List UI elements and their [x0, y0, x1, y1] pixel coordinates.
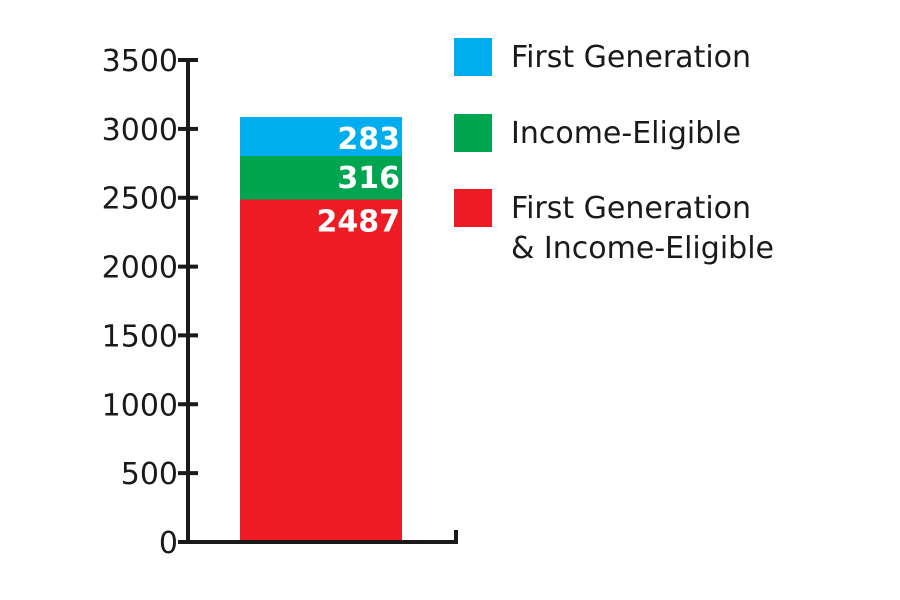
- y-tick-label: 1500: [102, 319, 178, 354]
- y-tick-label: 1000: [102, 388, 178, 423]
- legend-swatch: [454, 189, 492, 227]
- legend-swatch: [454, 38, 492, 76]
- legend-label: First Generation: [511, 40, 751, 75]
- legend: First Generation Income-Eligible First Gen…: [454, 38, 774, 266]
- y-tick-label: 500: [121, 457, 178, 492]
- bar-segment: [240, 155, 402, 200]
- y-tick-label: 3500: [102, 44, 178, 79]
- legend-label: & Income-Eligible: [511, 231, 774, 266]
- y-tick-label: 2500: [102, 182, 178, 217]
- bar-segment: [240, 117, 402, 156]
- legend-label: Income-Eligible: [511, 116, 741, 151]
- y-tick-label: 0: [159, 526, 178, 561]
- bar-data-label: 283: [337, 122, 400, 157]
- bar-group: [240, 117, 402, 542]
- axes: [186, 60, 458, 544]
- legend-swatch: [454, 114, 492, 152]
- bar-data-label: 2487: [317, 205, 401, 240]
- bar-data-label: 316: [337, 161, 400, 196]
- bar-segment: [240, 199, 402, 542]
- legend-label: First Generation: [511, 191, 751, 226]
- y-tick-label: 2000: [102, 251, 178, 286]
- data-label-group: 2487 316 283: [317, 122, 401, 239]
- y-tick-label: 3000: [102, 113, 178, 148]
- y-tick-group: 0 500 1000 1500 2000 2500 3000 3500: [102, 44, 198, 561]
